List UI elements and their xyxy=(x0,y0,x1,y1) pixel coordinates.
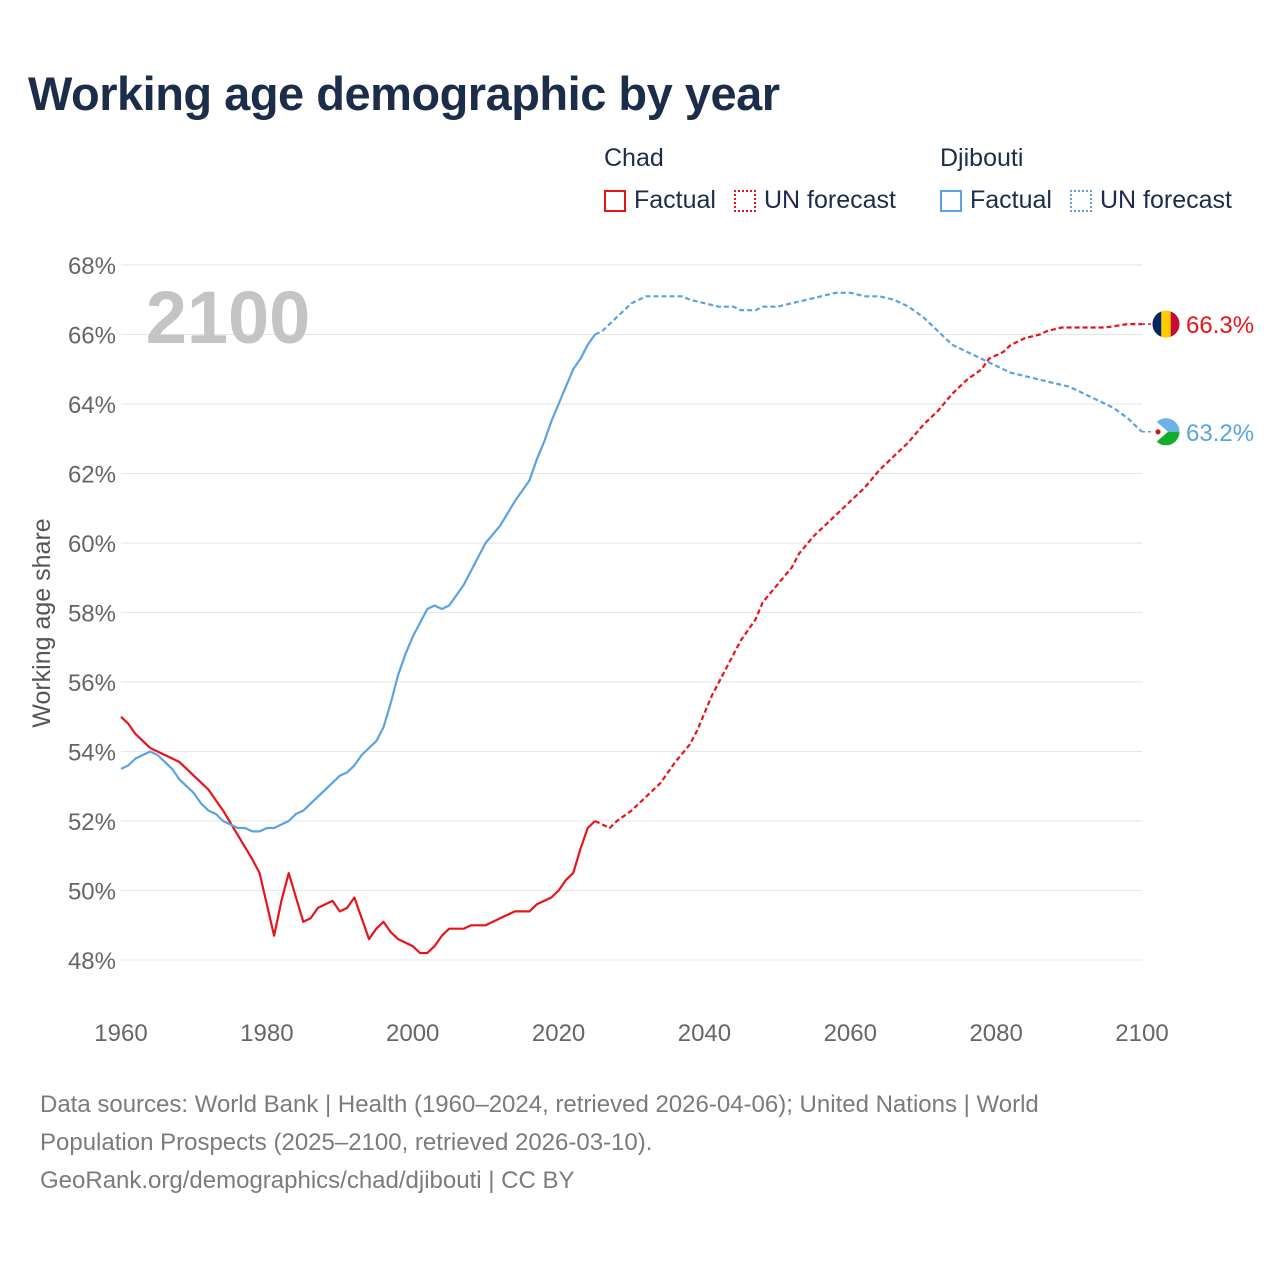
chad-flag-icon xyxy=(1152,310,1180,339)
legend-chad-factual[interactable]: Factual xyxy=(604,186,716,215)
x-axis-ticks: 1960 1980 2000 2020 2040 2060 2080 2100 xyxy=(94,1020,1168,1047)
legend-swatch-dotted xyxy=(1069,189,1092,212)
y-tick-label: 54% xyxy=(68,740,116,767)
legend-label: Factual xyxy=(970,186,1052,214)
y-axis-label: Working age share xyxy=(28,518,56,727)
flag-border xyxy=(1151,309,1181,339)
year-watermark: 2100 xyxy=(146,276,311,359)
line-chart: 2100 48% 50% 52% 54% 56% 58% 60% 62% 64% 66% 68% 1… xyxy=(28,253,1254,1047)
x-tick-label: 2100 xyxy=(1115,1020,1168,1047)
legend-swatch-solid xyxy=(604,189,626,212)
legend-country-djibouti: Djibouti xyxy=(940,144,1024,172)
footer-sources: Data sources: World Bank | Health (1960–… xyxy=(40,1086,1240,1200)
y-tick-label: 64% xyxy=(68,392,116,419)
legend-label: UN forecast xyxy=(763,186,896,214)
series-djibouti-factual xyxy=(120,333,596,833)
flag-stripe xyxy=(1152,310,1162,339)
x-tick-label: 2020 xyxy=(532,1020,585,1047)
y-tick-label: 62% xyxy=(68,462,116,489)
x-tick-label: 2040 xyxy=(678,1020,731,1047)
y-tick-label: 52% xyxy=(68,809,116,836)
x-tick-label: 1980 xyxy=(240,1020,293,1047)
djibouti-flag-icon xyxy=(1152,417,1180,446)
flag-stripe xyxy=(1170,310,1180,339)
y-tick-label: 56% xyxy=(68,670,116,697)
legend-swatch-dotted xyxy=(733,189,756,212)
grid-lines xyxy=(121,264,1142,961)
x-tick-label: 2060 xyxy=(824,1020,877,1047)
legend-group-chad: Chad Factual UN forecast xyxy=(604,144,914,215)
end-value-label: 66.3% xyxy=(1186,312,1254,339)
x-tick-label: 2000 xyxy=(386,1020,439,1047)
legend-label: Factual xyxy=(634,186,716,214)
y-tick-label: 50% xyxy=(68,879,116,906)
end-value-label: 63.2% xyxy=(1186,420,1254,447)
y-axis-ticks: 48% 50% 52% 54% 56% 58% 60% 62% 64% 66% 68% xyxy=(68,253,116,975)
series-djibouti-forecast xyxy=(594,291,1143,433)
y-tick-label: 58% xyxy=(68,601,116,628)
y-tick-label: 66% xyxy=(68,323,116,350)
chart-title: Working age demographic by year xyxy=(28,67,780,120)
y-tick-label: 60% xyxy=(68,531,116,558)
y-tick-label: 48% xyxy=(68,948,116,975)
footer-line: Data sources: World Bank | Health (1960–… xyxy=(40,1091,1039,1118)
y-tick-label: 68% xyxy=(68,253,116,280)
x-tick-label: 2080 xyxy=(969,1020,1022,1047)
series-chad-forecast xyxy=(594,323,1142,830)
legend-swatch-solid xyxy=(940,189,962,212)
series-lines xyxy=(120,291,1143,955)
legend-country-chad: Chad xyxy=(604,144,664,172)
end-markers: 66.3% 63.2% xyxy=(1142,309,1254,447)
footer-line: GeoRank.org/demographics/chad/djibouti |… xyxy=(40,1167,575,1194)
x-tick-label: 1960 xyxy=(94,1020,147,1047)
flag-border xyxy=(1151,417,1181,447)
series-chad-factual xyxy=(120,716,596,955)
flag-star xyxy=(1155,429,1161,435)
legend-group-djibouti: Djibouti Factual UN forecast xyxy=(940,144,1250,215)
legend-chad-forecast[interactable]: UN forecast xyxy=(733,186,896,215)
footer-line: Population Prospects (2025–2100, retriev… xyxy=(40,1129,653,1156)
legend-djibouti-forecast[interactable]: UN forecast xyxy=(1069,186,1232,215)
legend-label: UN forecast xyxy=(1099,186,1232,214)
legend-djibouti-factual[interactable]: Factual xyxy=(940,186,1052,215)
flag-stripe xyxy=(1161,310,1171,339)
